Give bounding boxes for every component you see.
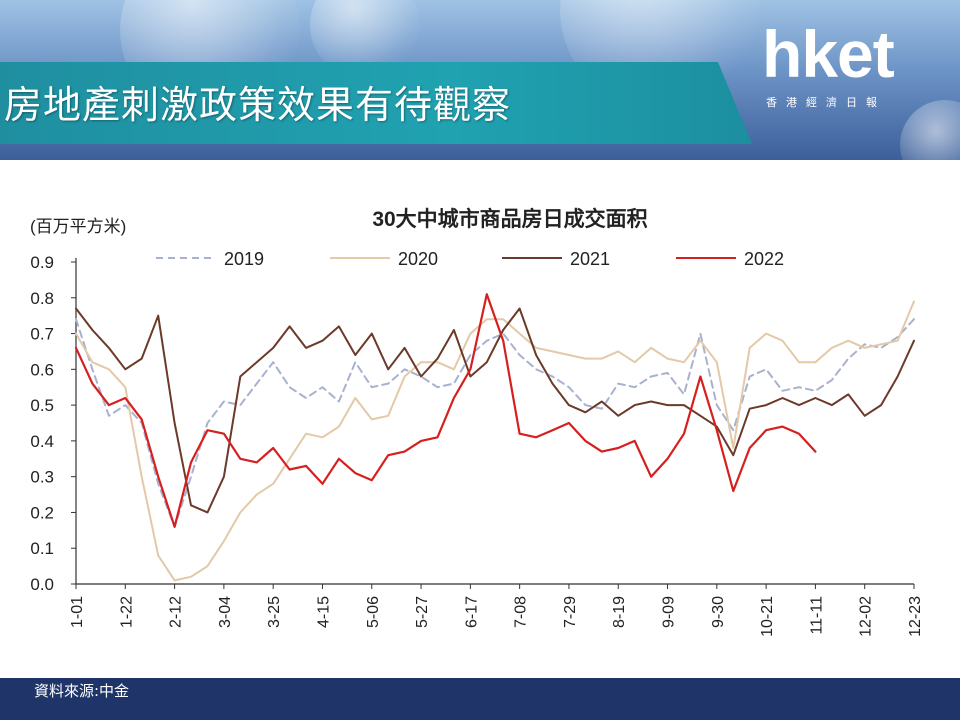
y-tick-label: 0.4 xyxy=(30,432,54,451)
legend-label-2019: 2019 xyxy=(224,249,264,269)
legend-label-2020: 2020 xyxy=(398,249,438,269)
series-line-2022 xyxy=(74,293,817,528)
line-chart: 30大中城市商品房日成交面积 (百万平方米) 0.0 0.1 0.2 0.3 0.4 0.5 0… xyxy=(30,207,924,637)
footer-bar xyxy=(0,678,960,720)
hket-logo: hket xyxy=(762,17,895,91)
y-tick-label: 0.7 xyxy=(30,325,54,344)
x-tick-label: 7-08 xyxy=(513,596,530,628)
x-tick-label: 1-22 xyxy=(118,596,135,628)
y-tick-label: 0.3 xyxy=(30,468,54,487)
legend-label-2022: 2022 xyxy=(744,249,784,269)
x-tick-label: 8-19 xyxy=(611,596,628,628)
title-banner xyxy=(0,62,752,144)
x-tick-label: 9-30 xyxy=(710,596,727,628)
y-tick-label: 0.1 xyxy=(30,539,54,558)
x-tick-label: 12-02 xyxy=(858,596,875,637)
x-tick-label: 3-25 xyxy=(266,596,283,628)
page-title: 房地產刺激政策效果有待觀察 xyxy=(4,83,512,127)
x-tick-label: 1-01 xyxy=(69,596,86,628)
hket-logo-subtitle: 香港經濟日報 xyxy=(766,96,886,109)
y-tick-label: 0.8 xyxy=(30,289,54,308)
source-note: 資料來源:中金 xyxy=(34,682,130,700)
y-tick-label: 0.0 xyxy=(30,575,54,594)
x-tick-label: 3-04 xyxy=(217,596,234,628)
chart-title: 30大中城市商品房日成交面积 xyxy=(372,207,647,231)
x-tick-label: 5-27 xyxy=(414,596,431,628)
y-tick-label: 0.9 xyxy=(30,253,54,272)
x-tick-label: 6-17 xyxy=(463,596,480,628)
x-tick-label: 7-29 xyxy=(562,596,579,628)
y-axis-label: (百万平方米) xyxy=(30,217,126,236)
chart-panel: 30大中城市商品房日成交面积 (百万平方米) 0.0 0.1 0.2 0.3 0.4 0.5 0… xyxy=(0,168,960,678)
series-line-2021 xyxy=(75,307,915,514)
x-tick-label: 11-11 xyxy=(808,596,825,635)
x-tick-label: 9-09 xyxy=(661,596,678,628)
y-tick-label: 0.5 xyxy=(30,396,54,415)
x-tick-label: 2-12 xyxy=(168,596,185,628)
series-line-2019 xyxy=(75,318,915,528)
x-tick-label: 4-15 xyxy=(315,596,332,628)
x-tick-label: 12-23 xyxy=(907,596,924,637)
y-tick-label: 0.6 xyxy=(30,360,54,379)
y-tick-label: 0.2 xyxy=(30,503,54,522)
legend-label-2021: 2021 xyxy=(570,249,610,269)
x-tick-label: 10-21 xyxy=(759,596,776,637)
x-tick-label: 5-06 xyxy=(365,596,382,628)
